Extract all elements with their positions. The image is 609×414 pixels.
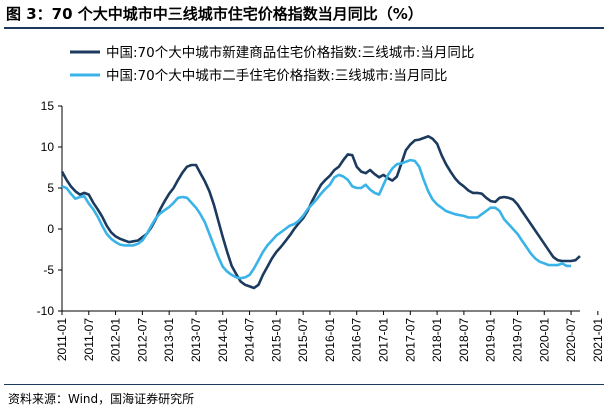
x-tick-label: 2016-01 — [323, 318, 337, 362]
line-chart: 15 10 5 0 -5 -10 2011-01 2011-07 2012-01 2012-07… — [37, 44, 605, 362]
y-tick-label: -10 — [37, 304, 55, 318]
source-note: 资料来源：Wind，国海证券研究所 — [8, 392, 195, 406]
x-tick-label: 2018-07 — [457, 318, 471, 362]
y-tick-label: -5 — [43, 263, 54, 277]
x-tick-label: 2021-01 — [591, 318, 605, 362]
y-tick-label: 5 — [47, 181, 54, 195]
x-tick-label: 2018-01 — [430, 318, 444, 362]
figure-title: 图 3：70 个大中城市中三线城市住宅价格指数当月同比（%） — [6, 5, 423, 23]
title-rule — [4, 27, 604, 29]
x-tick-label: 2015-07 — [296, 318, 310, 362]
x-tick-label: 2020-07 — [564, 318, 578, 362]
series-line-second-hand — [61, 158, 572, 280]
x-tick-label: 2012-01 — [109, 318, 123, 362]
y-tick-label: 15 — [41, 99, 55, 113]
x-tick-label: 2016-07 — [350, 318, 364, 362]
y-tick-label: 0 — [47, 222, 54, 236]
y-tick-label: 10 — [41, 140, 55, 154]
x-tick-label: 2015-01 — [269, 318, 283, 362]
legend: 中国:70个大中城市新建商品住宅价格指数:三线城市:当月同比中国:70个大中城市… — [70, 44, 474, 84]
x-tick-label: 2020-01 — [537, 318, 551, 362]
x-tick-label: 2013-01 — [162, 318, 176, 362]
x-tick-label: 2017-01 — [377, 318, 391, 362]
source-rule — [4, 384, 604, 385]
x-axis-ticks: 2011-01 2011-07 2012-01 2012-07 2013-01 2013-… — [55, 311, 605, 362]
x-tick-label: 2019-01 — [484, 318, 498, 362]
y-axis-ticks: 15 10 5 0 -5 -10 — [37, 99, 62, 318]
axes — [61, 106, 580, 312]
series-line-new-homes — [60, 135, 581, 290]
series-lines — [60, 135, 581, 290]
x-tick-label: 2019-07 — [510, 318, 524, 362]
x-tick-label: 2013-07 — [189, 318, 203, 362]
x-tick-label: 2012-07 — [135, 318, 149, 362]
legend-label-second-hand: 中国:70个大中城市二手住宅价格指数:三线城市:当月同比 — [106, 67, 447, 84]
x-tick-label: 2011-07 — [82, 318, 96, 361]
x-tick-label: 2017-07 — [403, 318, 417, 362]
x-tick-label: 2014-07 — [243, 318, 257, 362]
x-tick-label: 2014-01 — [216, 318, 230, 362]
x-tick-label: 2011-01 — [55, 318, 69, 361]
legend-label-new-homes: 中国:70个大中城市新建商品住宅价格指数:三线城市:当月同比 — [106, 44, 474, 61]
